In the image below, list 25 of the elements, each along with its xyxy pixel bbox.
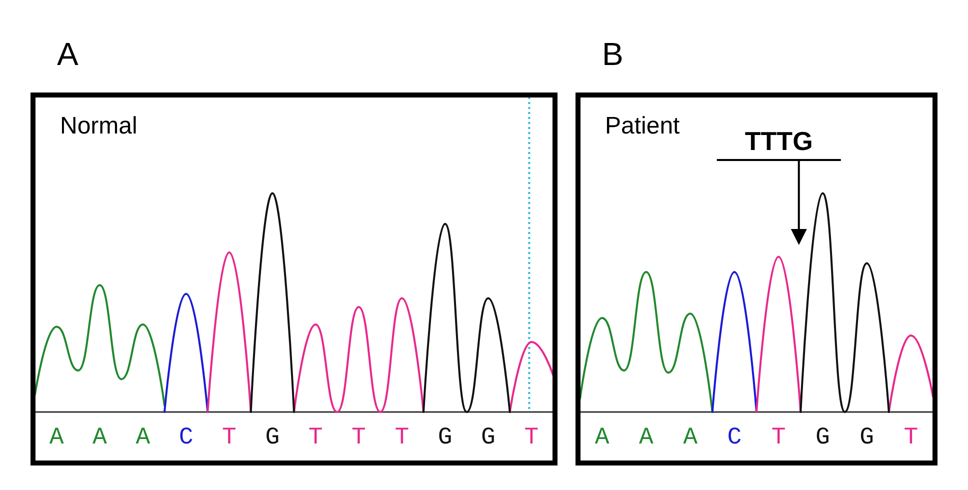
x-tick-label: G (481, 424, 496, 452)
x-tick-label: A (49, 424, 64, 452)
x-tick-label: T (308, 424, 323, 452)
text: A (57, 36, 79, 72)
x-tick-label: A (683, 424, 698, 452)
x-tick-label: G (265, 424, 280, 452)
x-tick-label: G (860, 424, 874, 452)
x-tick-label: G (438, 424, 452, 452)
text: TTTG (744, 126, 813, 156)
x-tick-label: A (136, 424, 151, 452)
x-tick-label: A (92, 424, 108, 452)
text: B (602, 36, 624, 72)
x-tick-label: A (594, 424, 610, 452)
x-tick-label: T (352, 424, 366, 452)
chart-title: Normal (60, 112, 138, 140)
x-tick-label: T (222, 424, 236, 452)
x-tick-label: G (815, 424, 830, 452)
x-tick-label: C (178, 424, 194, 452)
x-tick-label: T (771, 424, 786, 452)
x-tick-label: C (727, 424, 742, 452)
x-tick-label: T (394, 424, 410, 452)
chart-title: Patient (605, 112, 680, 140)
x-tick-label: T (524, 424, 539, 452)
x-tick-label: A (638, 424, 654, 452)
x-tick-label: T (904, 424, 918, 452)
